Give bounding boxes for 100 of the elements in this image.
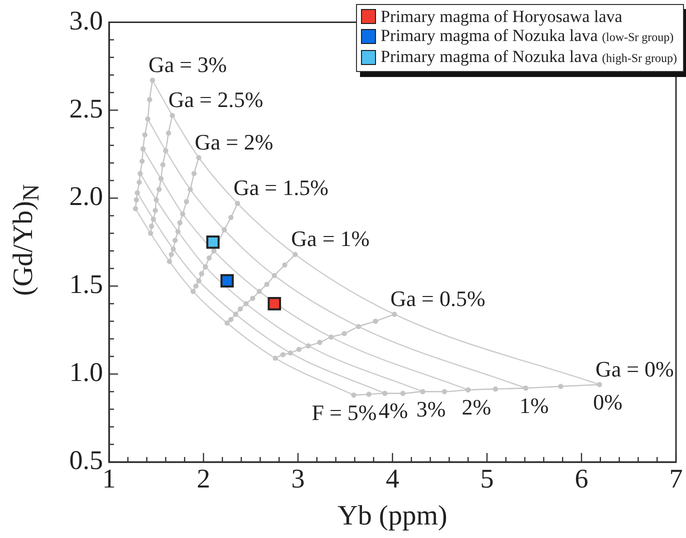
point	[372, 318, 378, 324]
point	[351, 392, 356, 398]
point	[342, 330, 347, 336]
series-label: 1%	[519, 392, 549, 418]
point	[190, 288, 196, 294]
point	[282, 262, 288, 268]
point	[296, 346, 302, 352]
point	[177, 220, 182, 226]
series-label: Ga = 0%	[595, 356, 674, 382]
point	[234, 200, 240, 206]
series-label: Ga = 0.5%	[390, 286, 486, 312]
point	[170, 112, 175, 118]
series-label: Ga = 3%	[148, 52, 227, 78]
point	[228, 316, 234, 322]
point	[152, 208, 158, 214]
point	[228, 214, 234, 220]
x-tick-label: 4	[386, 463, 400, 494]
point	[184, 199, 190, 204]
point	[150, 216, 156, 222]
series-label: 3%	[416, 396, 446, 422]
point	[206, 255, 212, 261]
point	[211, 248, 216, 254]
point	[280, 352, 286, 358]
point	[196, 155, 202, 160]
x-tick-label: 7	[669, 463, 683, 494]
point	[243, 301, 249, 306]
legend-label: Primary magma of Nozuka lava (low-Sr group)	[380, 26, 674, 47]
point	[175, 228, 181, 234]
point	[206, 235, 220, 249]
point	[328, 334, 334, 340]
x-tick-label: 6	[574, 463, 588, 494]
point	[156, 186, 162, 192]
point	[233, 312, 238, 317]
point	[272, 272, 277, 278]
point	[172, 238, 178, 243]
point	[272, 356, 278, 361]
point	[382, 390, 388, 396]
point	[180, 211, 186, 217]
series-label: 0%	[593, 389, 622, 414]
x-tick-label: 2	[196, 463, 210, 494]
point	[150, 78, 156, 83]
point	[202, 264, 208, 270]
point	[193, 283, 199, 289]
point	[256, 288, 262, 294]
series-label: 2%	[462, 394, 492, 420]
point	[142, 132, 148, 138]
series-label: Ga = 1%	[291, 226, 370, 252]
point	[292, 252, 298, 258]
point	[199, 271, 204, 276]
point	[268, 297, 282, 310]
y-tick-label: 1.0	[69, 357, 103, 388]
point	[523, 386, 528, 391]
point	[220, 274, 234, 288]
point	[466, 387, 471, 392]
y-tick-label: 2.5	[69, 93, 103, 124]
point	[134, 197, 140, 202]
x-axis-title: Yb (ppm)	[338, 500, 448, 532]
point	[250, 296, 256, 301]
point	[596, 382, 602, 388]
point	[139, 158, 145, 164]
point	[492, 386, 498, 392]
point	[163, 148, 168, 154]
series-label: Ga = 1.5%	[234, 175, 328, 200]
point	[400, 390, 406, 396]
x-tick-label: 5	[480, 463, 494, 494]
point	[306, 343, 311, 348]
series-label: Ga = 2%	[194, 129, 274, 154]
x-tick-label: 1	[102, 463, 116, 494]
point	[168, 252, 174, 258]
legend-label: Primary magma of Nozuka lava (high-Sr group)	[380, 47, 677, 68]
point	[420, 389, 426, 394]
y-tick-label: 3.0	[69, 5, 103, 36]
point	[145, 116, 150, 122]
point	[132, 206, 138, 212]
point	[148, 230, 154, 236]
point	[224, 320, 230, 326]
series-label: F = 5%	[312, 400, 377, 425]
point	[392, 312, 397, 317]
point	[264, 282, 270, 287]
point	[140, 146, 146, 152]
point	[134, 190, 140, 196]
point	[356, 324, 362, 330]
point	[148, 224, 154, 229]
point	[166, 130, 172, 136]
point	[317, 340, 322, 345]
point	[160, 162, 166, 168]
y-tick-label: 1.5	[69, 269, 103, 300]
point	[147, 97, 152, 102]
point	[366, 392, 372, 397]
series-label: Ga = 2.5%	[168, 87, 264, 112]
point	[166, 258, 172, 264]
y-tick-label: 2.0	[69, 181, 103, 212]
legend-label: Primary magma of Horyosawa lava	[380, 7, 622, 26]
point	[222, 227, 227, 232]
x-tick-label: 3	[291, 463, 305, 494]
point	[188, 186, 193, 192]
point	[558, 384, 564, 389]
point	[442, 389, 448, 394]
point	[196, 278, 202, 284]
point	[238, 306, 243, 312]
